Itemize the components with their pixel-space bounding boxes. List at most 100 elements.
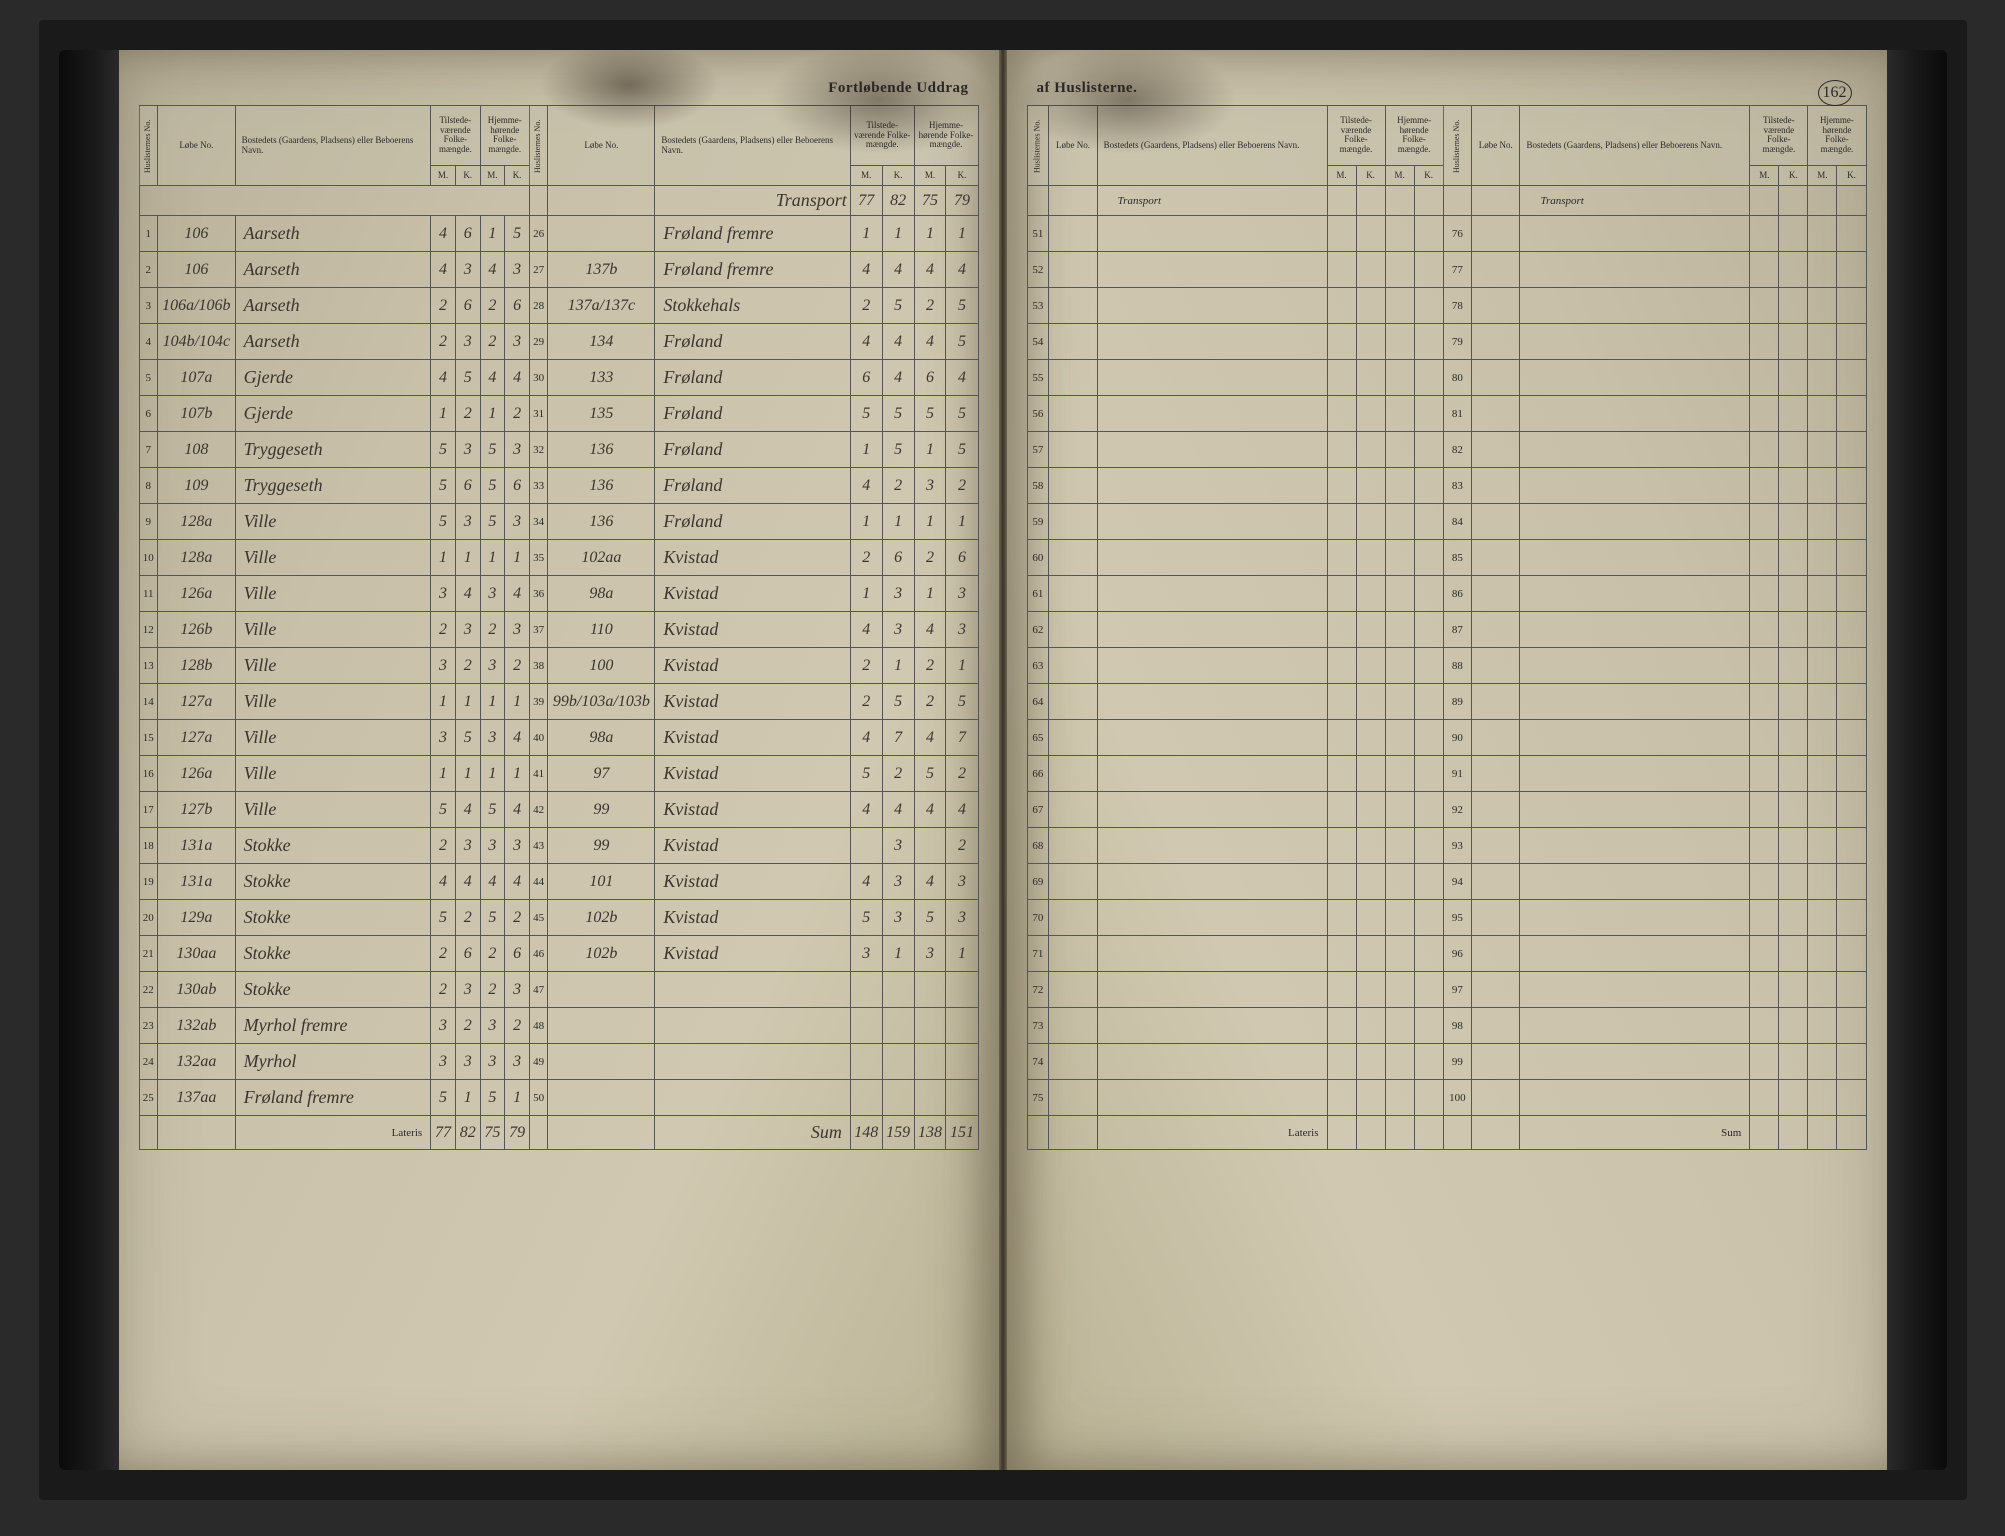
table-row: 5782: [1027, 432, 1866, 468]
cell: 4: [850, 792, 882, 828]
transport-hk: 79: [946, 186, 978, 216]
cell: [1837, 612, 1866, 648]
cell: [1779, 468, 1808, 504]
cell: [1414, 324, 1443, 360]
cell: Kvistad: [655, 828, 851, 864]
cell: [1097, 1044, 1327, 1080]
cell: 1: [480, 396, 505, 432]
cell: 2: [882, 756, 914, 792]
cell: [1520, 504, 1750, 540]
cell: [1808, 540, 1837, 576]
cell: 5: [946, 288, 978, 324]
cell: 4: [914, 864, 946, 900]
cell: 3: [480, 648, 505, 684]
cell: [1837, 828, 1866, 864]
cell: 1: [480, 540, 505, 576]
cell: 6: [455, 468, 480, 504]
cell: 13: [139, 648, 158, 684]
cell: 2: [431, 972, 456, 1008]
cell: [1356, 432, 1385, 468]
cell: 65: [1027, 720, 1049, 756]
cell: [1414, 288, 1443, 324]
cell: 5: [882, 684, 914, 720]
table-row: 5681: [1027, 396, 1866, 432]
cell: [1750, 468, 1779, 504]
cell: 6: [914, 360, 946, 396]
cell: [1472, 468, 1520, 504]
table-row: 9128aVille535334136Frøland1111: [139, 504, 978, 540]
cell: [655, 1080, 851, 1116]
table-row: 5277: [1027, 252, 1866, 288]
cell: 2: [455, 396, 480, 432]
cell: [1414, 396, 1443, 432]
cell: 11: [139, 576, 158, 612]
transport-row: Transport Transport: [1027, 186, 1866, 216]
col-m: M.: [850, 165, 882, 185]
cell: [1356, 396, 1385, 432]
cell: 86: [1443, 576, 1471, 612]
cell: [1385, 360, 1414, 396]
cell: [1808, 612, 1837, 648]
cell: [1520, 252, 1750, 288]
cell: 127a: [158, 720, 236, 756]
cell: 28: [529, 288, 548, 324]
col-m: M.: [1385, 165, 1414, 185]
cell: [1049, 324, 1097, 360]
table-row: 14127aVille11113999b/103a/103bKvistad252…: [139, 684, 978, 720]
cell: Ville: [235, 504, 431, 540]
cell: [1327, 576, 1356, 612]
cell: Kvistad: [655, 864, 851, 900]
sum-label: Sum: [655, 1116, 851, 1150]
cell: [914, 1080, 946, 1116]
cell: 5: [139, 360, 158, 396]
col-bosted: Bostedets (Gaardens, Pladsens) eller Beb…: [1520, 106, 1750, 186]
cell: [1808, 324, 1837, 360]
cell: 8: [139, 468, 158, 504]
table-row: 6287: [1027, 612, 1866, 648]
cell: [1385, 756, 1414, 792]
cell: 3: [431, 576, 456, 612]
cell: 4: [455, 864, 480, 900]
cell: [1520, 828, 1750, 864]
page-header-right: af Huslisterne.: [1027, 80, 1867, 97]
cell: 1: [455, 540, 480, 576]
cell: [1414, 900, 1443, 936]
cell: 19: [139, 864, 158, 900]
cell: [1097, 936, 1327, 972]
cell: Myrhol: [235, 1044, 431, 1080]
table-row: 6085: [1027, 540, 1866, 576]
cell: [1750, 432, 1779, 468]
cell: 15: [139, 720, 158, 756]
cell: [1049, 720, 1097, 756]
cell: 51: [1027, 216, 1049, 252]
cell: [1520, 1008, 1750, 1044]
cell: 133: [548, 360, 655, 396]
cell: 100: [548, 648, 655, 684]
cell: [1327, 540, 1356, 576]
cell: [1837, 756, 1866, 792]
cell: 4: [505, 360, 530, 396]
cell: 72: [1027, 972, 1049, 1008]
cell: 40: [529, 720, 548, 756]
cell: 128a: [158, 540, 236, 576]
transport-label: Transport: [1097, 186, 1327, 216]
cell: 6: [455, 288, 480, 324]
cell: [1472, 720, 1520, 756]
cell: 3: [882, 864, 914, 900]
cell: Stokke: [235, 864, 431, 900]
cell: 2: [455, 900, 480, 936]
col-huslister: Huslisternes No.: [1443, 106, 1471, 186]
cell: Stokke: [235, 972, 431, 1008]
cell: 3: [505, 828, 530, 864]
cell: [1750, 648, 1779, 684]
col-lobe: Løbe No.: [1472, 106, 1520, 186]
cell: [1097, 828, 1327, 864]
cell: [1779, 1008, 1808, 1044]
cell: [1779, 576, 1808, 612]
cell: [882, 1080, 914, 1116]
cell: 4: [455, 792, 480, 828]
cell: 24: [139, 1044, 158, 1080]
cell: [1779, 648, 1808, 684]
left-page: Fortløbende Uddrag Huslisternes No. Løbe…: [119, 50, 999, 1470]
cell: Stokkehals: [655, 288, 851, 324]
